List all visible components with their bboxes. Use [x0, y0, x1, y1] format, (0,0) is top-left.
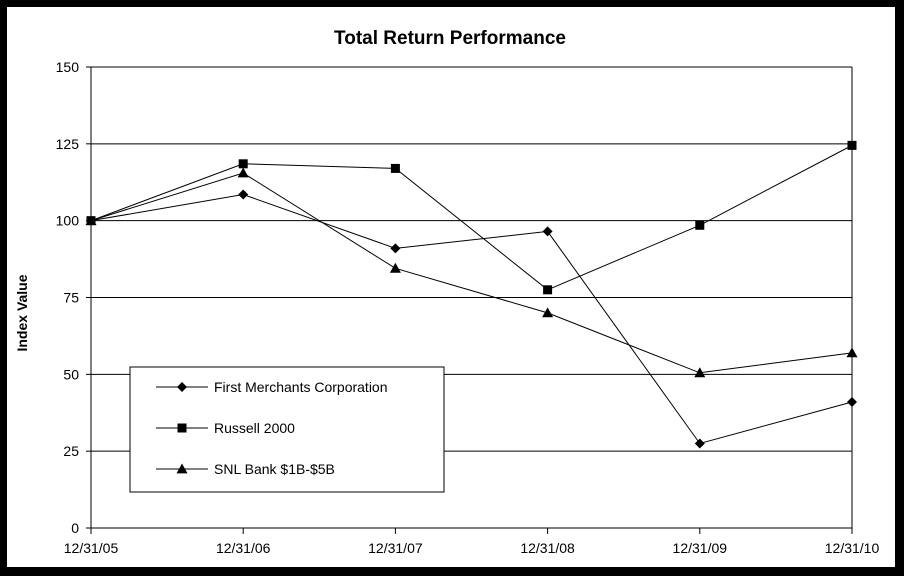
data-point-3	[694, 367, 706, 378]
data-point-1	[238, 189, 249, 200]
data-point-2	[543, 285, 553, 295]
data-point-3	[846, 347, 858, 358]
y-tick-label: 50	[63, 366, 79, 382]
x-tick-label: 12/31/06	[216, 540, 271, 556]
x-tick-label: 12/31/09	[673, 540, 728, 556]
data-point-3	[542, 307, 554, 318]
data-point-1	[694, 438, 705, 449]
series-line-2	[90, 144, 853, 291]
y-tick-label: 150	[56, 59, 80, 75]
axes: 0 25 50 75 100 125 150 12/31/05 12/31/06 12/31/07…	[56, 59, 880, 556]
series-line-3	[90, 172, 853, 374]
legend-label: First Merchants Corporation	[214, 379, 388, 395]
legend: First Merchants Corporation Russell 2000 S…	[129, 366, 445, 493]
legend-label: Russell 2000	[214, 420, 295, 436]
data-point-1	[847, 396, 857, 407]
line-chart: Total Return Performance Index Value 0 25…	[14, 28, 880, 556]
data-point-3	[389, 262, 401, 273]
legend-marker	[177, 423, 187, 433]
data-point-3	[85, 215, 97, 226]
y-tick-label: 0	[71, 520, 79, 536]
y-tick-label: 125	[56, 136, 80, 152]
data-point-1	[390, 243, 401, 254]
x-tick-label: 12/31/08	[520, 540, 575, 556]
y-tick-label: 25	[63, 443, 79, 459]
series-line-1	[90, 194, 853, 445]
legend-marker	[177, 382, 187, 392]
y-tick-label: 100	[56, 213, 80, 229]
data-point-3	[237, 167, 249, 178]
y-tick-label: 75	[63, 290, 79, 306]
data-point-1	[542, 226, 553, 237]
data-point-2	[695, 220, 705, 230]
chart-title: Total Return Performance	[334, 28, 566, 49]
x-tick-label: 12/31/07	[368, 540, 423, 556]
data-point-2	[847, 140, 857, 150]
y-axis-label: Index Value	[14, 274, 30, 351]
chart-frame: Total Return Performance Index Value 0 25…	[7, 7, 895, 567]
legend-label: SNL Bank $1B-$5B	[214, 461, 335, 477]
data-point-2	[390, 163, 400, 173]
x-tick-label: 12/31/05	[64, 540, 119, 556]
data-point-2	[238, 159, 248, 169]
x-tick-label: 12/31/10	[825, 540, 880, 556]
series-lines	[85, 140, 858, 449]
legend-marker	[176, 463, 188, 474]
